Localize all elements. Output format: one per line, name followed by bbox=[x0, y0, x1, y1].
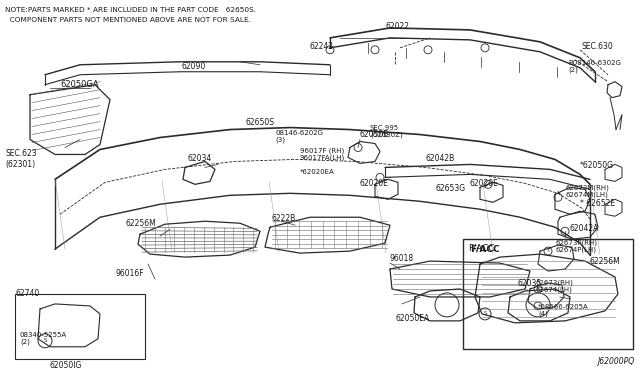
Text: 08340-5255A
(2): 08340-5255A (2) bbox=[20, 332, 67, 345]
Text: 62050GA: 62050GA bbox=[60, 80, 99, 89]
Text: 62673M(RH)
62674M(LH): 62673M(RH) 62674M(LH) bbox=[565, 185, 609, 198]
Text: 62256M: 62256M bbox=[590, 257, 621, 266]
Text: 62653G: 62653G bbox=[435, 185, 465, 193]
Text: 62740: 62740 bbox=[15, 289, 39, 298]
Text: *08566-6205A
(4): *08566-6205A (4) bbox=[538, 304, 589, 317]
Text: SEC.623
(62301): SEC.623 (62301) bbox=[5, 150, 36, 169]
Text: 62256M: 62256M bbox=[125, 219, 156, 228]
Text: *62020EA: *62020EA bbox=[300, 169, 335, 176]
Text: 62050E: 62050E bbox=[360, 129, 389, 138]
Text: 62020E: 62020E bbox=[360, 179, 389, 188]
Text: F/ACC: F/ACC bbox=[470, 244, 500, 253]
Text: 96017F (RH)
96017FA(LH): 96017F (RH) 96017FA(LH) bbox=[300, 147, 345, 161]
Text: 96018: 96018 bbox=[390, 254, 414, 263]
Text: 62042A: 62042A bbox=[570, 224, 600, 233]
Text: 96016F: 96016F bbox=[115, 269, 143, 278]
Text: 62042B: 62042B bbox=[425, 154, 454, 163]
Text: 62673(RH)
62674(LH): 62673(RH) 62674(LH) bbox=[535, 279, 573, 293]
Text: COMPONENT PARTS NOT MENTIONED ABOVE ARE NOT FOR SALE.: COMPONENT PARTS NOT MENTIONED ABOVE ARE … bbox=[5, 17, 251, 23]
Text: 62034: 62034 bbox=[188, 154, 212, 163]
Text: 62035: 62035 bbox=[518, 279, 542, 288]
Text: 62673P(RH)
62674P(LH): 62673P(RH) 62674P(LH) bbox=[555, 239, 597, 253]
Bar bbox=[15, 294, 145, 359]
Text: *62050G: *62050G bbox=[580, 161, 614, 170]
Text: 62050IG: 62050IG bbox=[50, 361, 83, 370]
Text: S: S bbox=[44, 338, 47, 343]
Text: * 62652E: * 62652E bbox=[580, 199, 615, 208]
Text: 62020E: 62020E bbox=[470, 179, 499, 188]
Text: 62242: 62242 bbox=[310, 42, 334, 51]
Text: 62022: 62022 bbox=[385, 22, 409, 31]
Text: 62090: 62090 bbox=[182, 62, 206, 71]
Text: B08146-6302G
(2): B08146-6302G (2) bbox=[568, 60, 621, 73]
Text: 08146-6202G
(3): 08146-6202G (3) bbox=[275, 129, 323, 143]
Text: J62000PQ: J62000PQ bbox=[598, 357, 635, 366]
Text: 62650S: 62650S bbox=[245, 118, 274, 126]
Text: NOTE:PARTS MARKED * ARE INCLUDED IN THE PART CODE   62650S.: NOTE:PARTS MARKED * ARE INCLUDED IN THE … bbox=[5, 7, 256, 13]
Text: S: S bbox=[483, 311, 486, 317]
Text: SEC.995
(62680Z): SEC.995 (62680Z) bbox=[370, 125, 403, 138]
Text: SEC.630: SEC.630 bbox=[582, 42, 614, 51]
Text: 6222B: 6222B bbox=[272, 214, 296, 223]
Bar bbox=[463, 239, 633, 349]
Text: F/ACC: F/ACC bbox=[468, 243, 495, 252]
Text: 62050EA: 62050EA bbox=[395, 314, 429, 323]
